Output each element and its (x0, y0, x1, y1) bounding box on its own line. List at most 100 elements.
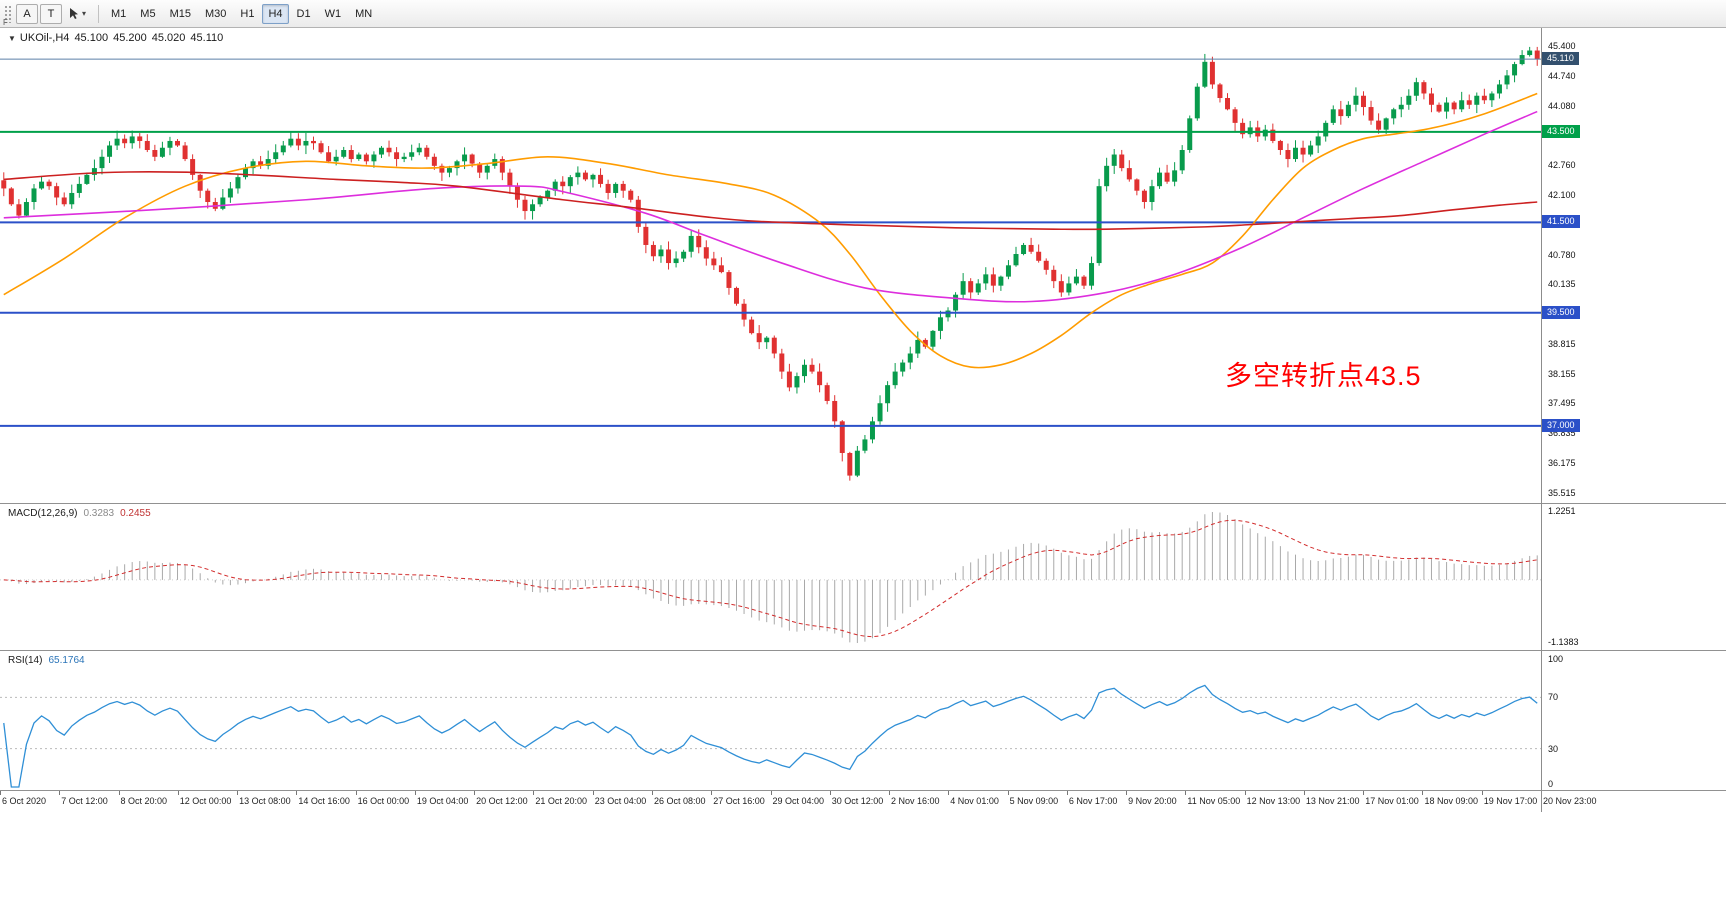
timeframe-button-m1[interactable]: M1 (111, 7, 127, 20)
candle (61, 192, 67, 207)
rsi-value: 65.1764 (48, 655, 85, 666)
candle (1338, 100, 1344, 125)
price-axis[interactable]: 45.400 44.740 44.080 42.760 42.100 40.780 40.1… (1542, 28, 1726, 503)
candle (1527, 46, 1533, 57)
candle (1436, 102, 1442, 113)
axis-tick-label: 100 (1548, 654, 1564, 664)
candle (424, 145, 430, 160)
candle (378, 145, 384, 159)
candlestick-chart[interactable] (0, 28, 1541, 503)
toolbar-drag-handle-icon[interactable] (4, 4, 12, 23)
candle (1187, 115, 1193, 153)
time-tick (1363, 791, 1365, 795)
chart-annotation-text[interactable]: 多空转折点43.5 (1225, 361, 1422, 391)
time-tick (237, 791, 239, 795)
macd-axis[interactable]: 1.2251 -1.1383 (1542, 504, 1726, 650)
candle (643, 222, 649, 254)
macd-signal-line (3, 519, 1538, 638)
time-label: 14 Oct 16:00 (298, 796, 350, 806)
annotation-tool-button[interactable]: A (16, 3, 38, 24)
time-axis[interactable]: 6 Oct 2020 7 Oct 12:00 8 Oct 20:00 12 Oct 0… (0, 790, 1726, 812)
timeframe-button-m15[interactable]: M15 (169, 7, 191, 20)
candle (1345, 101, 1351, 119)
candle (907, 346, 913, 370)
text-tool-button[interactable]: T (40, 3, 62, 24)
cursor-tool-button[interactable]: ▾ (62, 4, 92, 24)
candle (295, 133, 301, 151)
candle (771, 335, 777, 359)
time-label: 17 Nov 01:00 (1365, 796, 1419, 806)
rsi-chart[interactable] (0, 651, 1541, 790)
timeframe-button-h4[interactable]: H4 (262, 3, 289, 24)
candle (1489, 91, 1495, 107)
timeframe-button-d1[interactable]: D1 (296, 7, 311, 20)
candle (937, 310, 943, 340)
candle (968, 278, 974, 299)
candle (990, 267, 996, 293)
ma-line-mid-magenta (3, 110, 1538, 303)
candle (371, 151, 377, 168)
candle (575, 166, 581, 185)
macd-chart[interactable] (0, 504, 1541, 650)
candle (144, 134, 150, 153)
time-label: 6 Nov 17:00 (1068, 796, 1118, 806)
time-tick (296, 791, 298, 795)
candle (545, 189, 551, 202)
candle (39, 175, 45, 190)
one-click-trading-icon[interactable]: ▼ (8, 34, 16, 43)
candle (1368, 100, 1374, 125)
time-tick (1066, 791, 1068, 795)
time-label: 5 Nov 09:00 (1009, 796, 1059, 806)
candle (779, 348, 785, 379)
toolbar-separator (98, 4, 100, 23)
time-label: 16 Oct 00:00 (357, 796, 410, 806)
candle (1225, 93, 1231, 111)
candle (847, 451, 853, 481)
candle (1444, 97, 1450, 119)
axis-tick-label: 44.080 (1548, 100, 1576, 111)
candle (1028, 237, 1034, 254)
timeframe-button-m30[interactable]: M30 (204, 7, 227, 20)
candle (832, 395, 838, 428)
candle (23, 198, 29, 217)
candle (341, 146, 347, 159)
candle (129, 130, 135, 149)
rsi-panel[interactable]: RSI(14) 65.1764 100 70 30 0 (0, 650, 1726, 790)
symbol-timeframe-label: UKOil-,H4 (19, 32, 70, 44)
caret-down-icon: ▾ (82, 9, 87, 18)
rsi-axis[interactable]: 100 70 30 0 (1542, 651, 1726, 790)
timeframe-button-mn[interactable]: MN (355, 7, 373, 20)
macd-panel[interactable]: MACD(12,26,9) 0.3283 0.2455 1.2251 -1.1383 (0, 503, 1726, 650)
ma-line-slow-red (3, 170, 1538, 231)
time-tick (1303, 791, 1305, 795)
candle (16, 199, 22, 219)
candle (1, 172, 7, 197)
candle (258, 155, 264, 169)
candle (1194, 83, 1200, 121)
timeframe-button-h1[interactable]: H1 (240, 7, 255, 20)
candle (175, 139, 181, 147)
candle (356, 152, 362, 161)
candle (1247, 120, 1253, 138)
candle (1277, 139, 1283, 155)
timeframe-button-m5[interactable]: M5 (140, 7, 156, 20)
candle (801, 359, 807, 383)
candle (1217, 82, 1223, 103)
time-tick (829, 791, 831, 795)
open-value: 45.100 (74, 32, 109, 44)
candle (635, 195, 641, 233)
price-chart-panel[interactable]: ▼ UKOil-,H4 45.100 45.200 45.020 45.110 多空转折点… (0, 28, 1726, 503)
candle (1073, 269, 1079, 286)
candle (1043, 258, 1049, 275)
candle (613, 182, 619, 198)
time-label: 6 Oct 2020 (2, 796, 47, 806)
timeframe-button-w1[interactable]: W1 (324, 7, 342, 20)
candle (484, 164, 490, 180)
candle (749, 316, 755, 335)
candle (1300, 140, 1306, 163)
candle (582, 170, 588, 182)
candle (1519, 50, 1525, 66)
